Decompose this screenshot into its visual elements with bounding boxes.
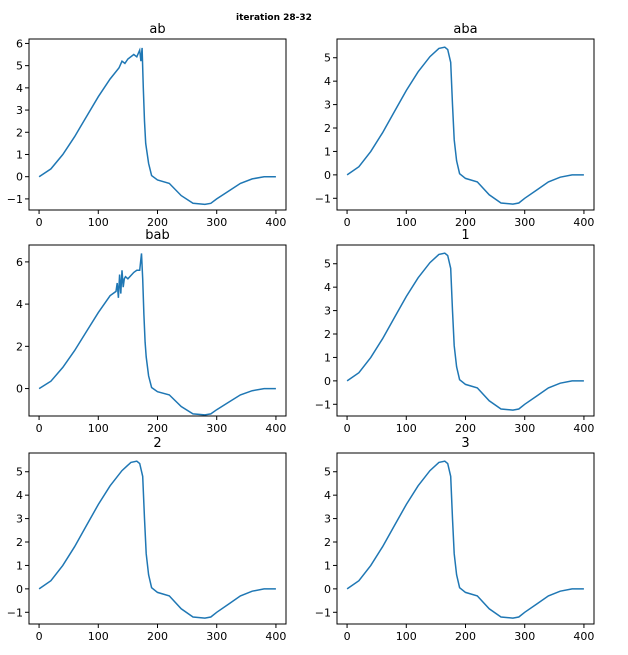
y-tick-label: 0 bbox=[324, 169, 331, 182]
x-tick-label: 0 bbox=[36, 422, 43, 435]
x-tick-label: 300 bbox=[206, 630, 227, 643]
axes-frame bbox=[336, 452, 595, 625]
y-tick-label: 0 bbox=[16, 583, 23, 596]
x-tick-label: 300 bbox=[514, 422, 535, 435]
x-tick-label: 200 bbox=[147, 422, 168, 435]
x-tick-label: 200 bbox=[147, 630, 168, 643]
series-line bbox=[38, 460, 276, 619]
x-tick-label: 200 bbox=[455, 422, 476, 435]
y-tick-label: 1 bbox=[16, 148, 23, 161]
y-tick-label: 0 bbox=[16, 171, 23, 184]
y-tick-label: −1 bbox=[7, 193, 23, 206]
x-tick-label: 400 bbox=[265, 216, 286, 229]
subplot-4: 1 0 100 200 300 400 −1 0 1 2 3 4 5 bbox=[315, 228, 595, 435]
y-tick-label: 2 bbox=[324, 122, 331, 135]
y-tick-label: 4 bbox=[324, 281, 331, 294]
y-tick-label: 2 bbox=[16, 340, 23, 353]
y-tick-label: 2 bbox=[324, 536, 331, 549]
x-tick-label: 100 bbox=[88, 216, 109, 229]
y-tick-label: 5 bbox=[324, 258, 331, 271]
x-tick-label: 300 bbox=[206, 216, 227, 229]
subplot-title: 3 bbox=[461, 436, 469, 451]
y-tick-label: 4 bbox=[16, 298, 23, 311]
x-tick-label: 100 bbox=[88, 422, 109, 435]
x-tick-label: 400 bbox=[265, 630, 286, 643]
subplot-6: 3 0 100 200 300 400 −1 0 1 2 3 4 5 bbox=[315, 436, 595, 643]
subplot-title: 2 bbox=[153, 436, 161, 451]
y-tick-label: 0 bbox=[324, 375, 331, 388]
series-line bbox=[346, 252, 584, 411]
y-tick-label: 3 bbox=[324, 99, 331, 112]
y-tick-label: 4 bbox=[16, 489, 23, 502]
x-tick-label: 300 bbox=[514, 630, 535, 643]
y-tick-label: 4 bbox=[324, 75, 331, 88]
subplot-title: ab bbox=[149, 22, 165, 37]
x-tick-label: 100 bbox=[396, 422, 417, 435]
y-tick-label: 5 bbox=[324, 52, 331, 65]
y-tick-label: 3 bbox=[16, 513, 23, 526]
subplot-3: bab 0 100 200 300 400 0 2 4 6 bbox=[16, 228, 287, 435]
subplot-title: aba bbox=[453, 22, 477, 37]
y-tick-label: 0 bbox=[324, 583, 331, 596]
y-tick-label: −1 bbox=[315, 398, 331, 411]
x-tick-label: 400 bbox=[573, 216, 594, 229]
series-line bbox=[38, 253, 276, 416]
y-tick-label: 2 bbox=[16, 536, 23, 549]
axes-frame bbox=[336, 244, 595, 417]
y-tick-label: 6 bbox=[16, 37, 23, 50]
x-tick-label: 300 bbox=[206, 422, 227, 435]
y-tick-label: 4 bbox=[16, 82, 23, 95]
x-tick-label: 200 bbox=[455, 630, 476, 643]
y-tick-label: 2 bbox=[324, 328, 331, 341]
y-tick-label: 3 bbox=[324, 513, 331, 526]
subplot-5: 2 0 100 200 300 400 −1 0 1 2 3 4 5 bbox=[7, 436, 287, 643]
y-tick-label: 5 bbox=[16, 60, 23, 73]
x-tick-label: 300 bbox=[514, 216, 535, 229]
series-line bbox=[346, 46, 584, 205]
series-line bbox=[346, 460, 584, 619]
y-tick-label: 3 bbox=[324, 305, 331, 318]
y-tick-label: 1 bbox=[324, 351, 331, 364]
x-tick-label: 0 bbox=[344, 630, 351, 643]
y-tick-label: 2 bbox=[16, 126, 23, 139]
series-line bbox=[38, 47, 276, 206]
y-tick-label: −1 bbox=[315, 606, 331, 619]
y-tick-label: −1 bbox=[315, 192, 331, 205]
x-tick-label: 0 bbox=[36, 630, 43, 643]
subplot-2: aba 0 100 200 300 400 −1 0 1 2 3 4 5 bbox=[315, 22, 595, 229]
y-tick-label: −1 bbox=[7, 606, 23, 619]
x-tick-label: 400 bbox=[265, 422, 286, 435]
y-tick-label: 6 bbox=[16, 256, 23, 269]
x-tick-label: 400 bbox=[573, 630, 594, 643]
y-tick-label: 0 bbox=[16, 383, 23, 396]
y-tick-label: 1 bbox=[324, 559, 331, 572]
axes-frame bbox=[28, 38, 287, 211]
x-tick-label: 0 bbox=[344, 216, 351, 229]
y-tick-label: 4 bbox=[324, 489, 331, 502]
y-tick-label: 5 bbox=[16, 466, 23, 479]
x-tick-label: 100 bbox=[396, 630, 417, 643]
y-tick-label: 5 bbox=[324, 466, 331, 479]
axes-frame bbox=[28, 244, 287, 417]
x-tick-label: 0 bbox=[344, 422, 351, 435]
x-tick-label: 200 bbox=[455, 216, 476, 229]
x-tick-label: 100 bbox=[88, 630, 109, 643]
x-tick-label: 100 bbox=[396, 216, 417, 229]
x-tick-label: 200 bbox=[147, 216, 168, 229]
x-tick-label: 400 bbox=[573, 422, 594, 435]
subplot-title: bab bbox=[145, 228, 169, 243]
y-tick-label: 3 bbox=[16, 104, 23, 117]
y-tick-label: 1 bbox=[16, 559, 23, 572]
figure-title: iteration 28-32 bbox=[236, 13, 312, 23]
axes-frame bbox=[28, 452, 287, 625]
subplot-1: ab 0 100 200 300 400 −1 0 1 2 3 4 5 6 bbox=[7, 22, 287, 229]
subplot-title: 1 bbox=[461, 228, 469, 243]
axes-frame bbox=[336, 38, 595, 211]
y-tick-label: 1 bbox=[324, 145, 331, 158]
x-tick-label: 0 bbox=[36, 216, 43, 229]
